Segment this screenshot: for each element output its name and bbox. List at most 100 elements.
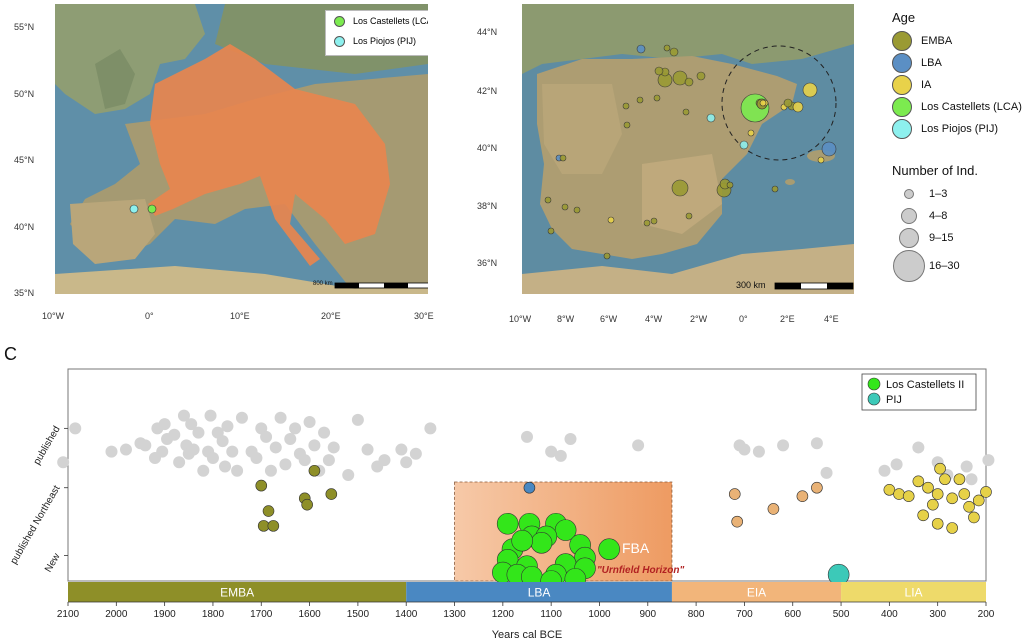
iberia-site-marker (817, 156, 825, 164)
europe-lat-tick: 45°N (14, 155, 35, 165)
point-published (322, 454, 335, 467)
x-tick-label: 300 (929, 609, 946, 620)
legend-item-pij: Los Piojos (PIJ) (326, 31, 428, 51)
point-published (264, 464, 277, 477)
point-published (777, 439, 790, 452)
iberia-site-marker (636, 96, 644, 104)
iberia-site-marker (603, 252, 611, 260)
point-published (303, 416, 316, 428)
point-published-northeast-emba (325, 488, 338, 500)
iberia-site-marker (672, 70, 688, 86)
iberia-site-marker (684, 77, 694, 87)
iberia-lat-tick: 42°N (477, 86, 498, 96)
point-published-northeast-lia (946, 492, 958, 505)
size-item-3: 9–15 (893, 227, 1023, 249)
x-tick-label: 400 (881, 609, 898, 620)
europe-lon-tick: 10°E (230, 311, 250, 321)
iberia-site-marker (669, 47, 679, 57)
iberia-site-markers (544, 44, 837, 260)
iberia-site-marker (654, 66, 664, 76)
point-published (250, 452, 263, 465)
iberia-site-marker (663, 44, 671, 52)
point-los-castellets-ii (598, 538, 620, 560)
point-published (57, 456, 70, 469)
x-tick-label: 1400 (395, 609, 418, 620)
iberia-site-marker (821, 141, 837, 157)
x-tick-label: 1100 (540, 609, 562, 620)
iberia-site-marker (747, 129, 755, 137)
x-tick-label: 500 (833, 609, 850, 620)
point-published (554, 449, 567, 462)
point-published-northeast-lia (939, 473, 951, 486)
point-published-northeast-emba (308, 464, 321, 477)
iberia-lat-tick: 40°N (477, 143, 498, 153)
point-published-northeast-lia (917, 509, 929, 522)
x-tick-label: 1500 (347, 609, 370, 620)
panel-label-c: C (4, 344, 17, 364)
europe-scalebar-label: 800 km (313, 281, 333, 287)
point-published (185, 418, 198, 431)
point-published-northeast-emba (267, 520, 280, 532)
iberia-lon-tick: 4°W (645, 314, 663, 324)
europe-lon-tick: 0° (145, 311, 154, 321)
point-published-northeast-eia (796, 490, 809, 502)
iberia-site-marker (792, 101, 804, 113)
x-tick-label: 1300 (443, 609, 466, 620)
iberia-site-marker (759, 99, 767, 107)
point-published-northeast-eia (811, 481, 823, 494)
point-published (156, 445, 169, 458)
point-los-castellets-ii (530, 532, 553, 554)
point-published-northeast-lia (963, 501, 975, 513)
iberia-lat-tick: 36°N (477, 258, 498, 268)
iberia-site-marker (726, 181, 734, 189)
x-tick-label: 200 (978, 609, 995, 620)
iberia-site-marker (622, 102, 630, 110)
point-published-northeast-lia (958, 488, 971, 500)
iberia-site-marker (561, 203, 569, 211)
x-tick-label: 1700 (250, 609, 273, 620)
iberia-lat-tick: 38°N (477, 201, 498, 211)
point-published (168, 428, 181, 441)
point-los-castellets-ii (554, 519, 577, 541)
period-band-eia (671, 582, 842, 602)
europe-map: 800 km Los Castellets (LCA) Los Piojos (… (55, 4, 428, 294)
point-published-northeast-lba (523, 481, 536, 494)
iberia-scalebar-label: 300 km (736, 280, 766, 290)
europe-lon-tick: 20°E (321, 311, 341, 321)
age-item-emba: EMBA (892, 30, 1022, 52)
point-published (219, 460, 232, 473)
point-published (400, 456, 413, 469)
point-published-northeast-eia (728, 488, 741, 500)
point-published-northeast-emba (257, 520, 270, 532)
point-published (327, 441, 340, 454)
point-published (231, 464, 244, 477)
point-published (878, 464, 891, 477)
point-published (424, 422, 437, 435)
point-published (69, 422, 82, 435)
iberia-lon-tick: 4°E (824, 314, 839, 324)
point-los-castellets-ii (511, 529, 533, 552)
point-published (221, 420, 234, 433)
point-published-northeast-lia (893, 488, 905, 500)
iberia-site-marker (643, 219, 651, 227)
europe-lat-tick: 50°N (14, 89, 35, 99)
point-published (139, 439, 152, 452)
urnfield-annotation: "Urnfield Horizon" (597, 565, 685, 576)
point-published (521, 430, 533, 443)
size-item-2: 4–8 (893, 205, 1023, 227)
period-label-emba: EMBA (220, 586, 254, 600)
point-published (173, 456, 186, 469)
x-tick-label: 1800 (202, 609, 225, 620)
size-dot-large-icon (899, 228, 919, 248)
europe-lat-tick: 55°N (14, 22, 35, 32)
x-tick-label: 600 (784, 609, 801, 620)
iberia-site-marker (685, 212, 693, 220)
emba-dot-icon (892, 31, 912, 51)
iberia-site-marker (696, 71, 706, 81)
point-published (342, 469, 355, 481)
point-published (298, 454, 311, 467)
point-published-northeast-lia (922, 481, 934, 494)
point-published (177, 409, 190, 422)
iberia-site-marker (706, 113, 716, 123)
point-published (284, 432, 297, 445)
